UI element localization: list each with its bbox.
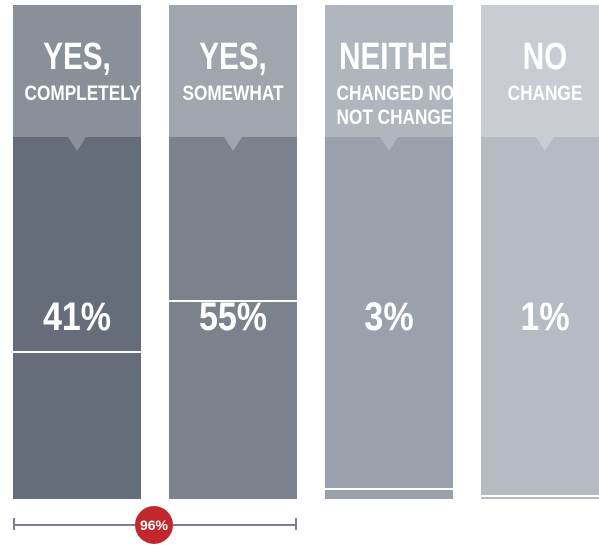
- value-label: 1%: [520, 295, 570, 339]
- total-bracket-right-tick: [295, 518, 297, 530]
- column-title: NEITHER: [339, 36, 470, 78]
- column-title: YES,: [43, 36, 111, 78]
- column-2: YES, SOMEWHAT 55%: [169, 5, 297, 499]
- column-bar: 41%: [13, 137, 141, 499]
- value-marker: [325, 488, 453, 491]
- column-subtitle: NOT CHANGED: [336, 106, 465, 129]
- total-bracket-left-tick: [13, 518, 15, 530]
- value-label: 41%: [42, 295, 112, 339]
- column-header: YES, COMPLETELY: [13, 5, 141, 137]
- value-marker: [13, 350, 141, 353]
- column-1: YES, COMPLETELY 41%: [13, 5, 141, 499]
- column-subtitle: CHANGED NOR: [336, 82, 467, 105]
- column-subtitle: CHANGE: [507, 82, 583, 105]
- header-pointer: [536, 137, 554, 151]
- column-subtitle: SOMEWHAT: [182, 82, 284, 105]
- value-marker: [481, 495, 599, 498]
- total-badge: 96%: [135, 506, 173, 544]
- column-3: NEITHER CHANGED NOR NOT CHANGED 3%: [325, 5, 470, 499]
- column-header: YES, SOMEWHAT: [169, 5, 297, 137]
- column-title: YES,: [199, 36, 267, 78]
- value-label: 3%: [364, 295, 414, 339]
- header-pointer: [224, 137, 242, 151]
- value-marker: [169, 299, 297, 302]
- value-label: 55%: [198, 295, 268, 339]
- column-header: NEITHER CHANGED NOR NOT CHANGED: [325, 5, 470, 137]
- column-4: NO CHANGE 1%: [481, 5, 599, 499]
- header-pointer: [380, 137, 398, 151]
- column-subtitle: COMPLETELY: [24, 82, 141, 105]
- column-bar: 3%: [325, 137, 453, 499]
- column-header: NO CHANGE: [481, 5, 599, 137]
- column-bar: 55%: [169, 137, 297, 499]
- column-bar: 1%: [481, 137, 599, 499]
- header-pointer: [68, 137, 86, 151]
- column-title: NO: [522, 36, 568, 78]
